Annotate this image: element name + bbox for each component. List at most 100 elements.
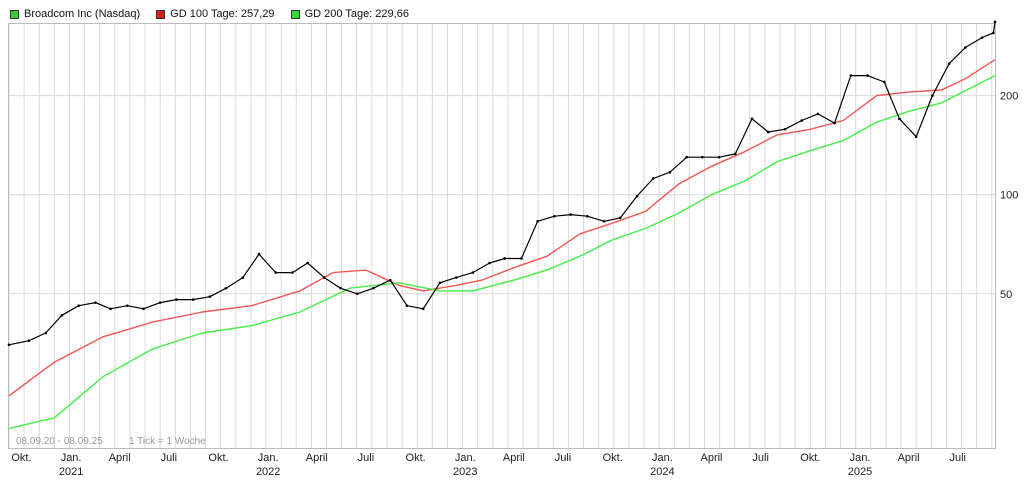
legend-label-gd100: GD 100 Tage: 257,29: [170, 8, 275, 20]
price-point: [931, 94, 934, 97]
x-year-label: 2025: [848, 466, 872, 478]
price-point: [980, 36, 984, 39]
price-point: [421, 307, 425, 311]
x-tick-label: Juli: [949, 452, 966, 464]
price-point: [175, 298, 178, 301]
price-point: [766, 130, 770, 134]
legend-swatch-gd100: [156, 9, 166, 19]
price-point: [520, 257, 523, 260]
price-point: [60, 314, 64, 317]
series-broadcom-price: [8, 21, 996, 346]
date-range-label: 08.09.20 - 08.09.25: [16, 436, 103, 447]
price-point: [191, 298, 195, 301]
price-point: [914, 135, 918, 139]
price-point: [883, 80, 886, 84]
price-point: [992, 31, 995, 35]
price-point: [569, 213, 572, 216]
price-point: [800, 119, 803, 122]
price-point: [339, 286, 342, 290]
x-tick-label: Okt.: [11, 452, 31, 464]
price-point: [291, 271, 294, 274]
price-point: [733, 152, 737, 156]
price-point: [833, 121, 836, 125]
x-tick-label: Okt.: [800, 452, 820, 464]
price-point: [503, 257, 506, 260]
x-tick-label: April: [701, 452, 723, 464]
x-tick-label: April: [503, 452, 525, 464]
price-point: [488, 261, 491, 265]
price-point: [618, 216, 622, 220]
price-point: [27, 339, 31, 343]
axis-layer: 50 100 200 Okt. Jan. 2021 April Juli Okt. Jan. 202…: [11, 91, 1018, 478]
price-point: [471, 271, 475, 274]
price-point: [142, 307, 145, 311]
x-tick-label: Jan.: [258, 452, 279, 464]
price-point: [536, 220, 539, 223]
legend-swatch-gd200: [290, 9, 300, 19]
price-point: [405, 304, 409, 307]
price-point: [158, 301, 162, 304]
x-tick-label: Juli: [752, 452, 769, 464]
price-point: [77, 304, 80, 307]
price-point: [454, 276, 458, 279]
series-gd100: [8, 59, 996, 397]
price-point: [866, 74, 869, 77]
x-year-label: 2024: [650, 466, 674, 478]
x-tick-label: Juli: [555, 452, 572, 464]
legend-swatch-broadcom: [10, 9, 19, 19]
price-point: [964, 46, 967, 49]
y-tick-label: 200: [1000, 91, 1018, 103]
price-point: [94, 301, 97, 304]
price-point: [898, 117, 901, 121]
x-year-label: 2022: [256, 466, 280, 478]
legend-label-gd200: GD 200 Tage: 229,66: [304, 8, 409, 20]
x-tick-label: April: [109, 452, 131, 464]
price-point: [750, 117, 754, 121]
x-tick-label: Jan.: [455, 452, 476, 464]
legend-label-broadcom: Broadcom Inc (Nasdaq): [24, 8, 141, 20]
y-tick-label: 50: [1000, 289, 1012, 301]
tick-info-label: 1 Tick = 1 Woche: [129, 436, 206, 447]
x-tick-label: Okt.: [208, 452, 228, 464]
x-year-label: 2023: [453, 466, 477, 478]
x-tick-label: April: [306, 452, 328, 464]
legend-item-gd100: GD 100 Tage: 257,29: [156, 8, 275, 20]
x-tick-label: April: [898, 452, 920, 464]
price-point: [651, 177, 655, 180]
chart-legend: Broadcom Inc (Nasdaq) GD 100 Tage: 257,2…: [10, 6, 425, 22]
price-point: [849, 74, 853, 77]
price-point: [372, 286, 375, 290]
price-point: [668, 170, 672, 174]
price-point: [685, 155, 688, 159]
x-year-label: 2021: [59, 466, 83, 478]
price-point: [635, 194, 639, 198]
grid-layer: [8, 24, 995, 448]
price-point: [125, 304, 129, 307]
x-tick-label: Okt.: [603, 452, 623, 464]
price-point: [553, 214, 556, 218]
plot-frame: [8, 23, 996, 449]
series-layer: [7, 20, 997, 430]
price-point: [323, 276, 326, 279]
price-point: [274, 271, 278, 274]
legend-item-gd200: GD 200 Tage: 229,66: [290, 8, 409, 20]
price-point: [44, 331, 48, 335]
price-point: [783, 127, 787, 131]
price-point: [947, 62, 951, 65]
x-tick-label: Okt.: [406, 452, 426, 464]
x-tick-label: Jan.: [850, 452, 871, 464]
price-point: [701, 155, 704, 159]
price-point: [109, 307, 112, 311]
price-point: [816, 112, 820, 116]
price-point: [993, 20, 997, 24]
price-point: [602, 220, 606, 223]
legend-item-broadcom: Broadcom Inc (Nasdaq): [10, 8, 140, 20]
price-point: [224, 286, 228, 290]
price-point: [717, 155, 721, 159]
x-tick-label: Jan.: [652, 452, 673, 464]
price-point: [241, 276, 245, 279]
y-tick-label: 100: [1000, 190, 1018, 202]
price-point: [438, 281, 442, 285]
x-tick-label: Jan.: [61, 452, 82, 464]
